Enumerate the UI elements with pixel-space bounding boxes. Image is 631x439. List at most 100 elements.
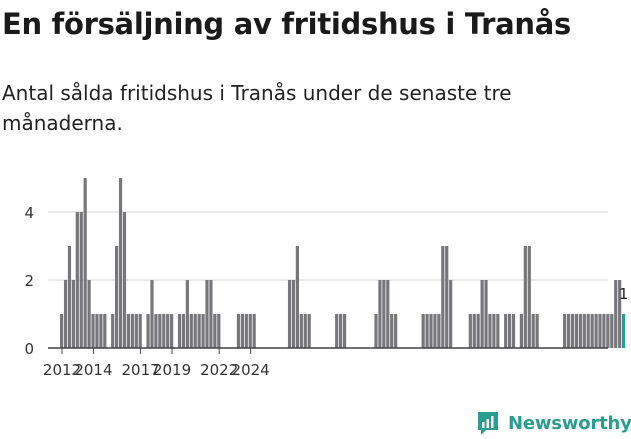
bar <box>146 314 150 348</box>
bar <box>480 280 484 348</box>
bar <box>578 314 582 348</box>
bar <box>189 314 193 348</box>
bar <box>126 314 131 348</box>
bar <box>87 280 91 348</box>
bar <box>236 314 241 348</box>
bar <box>468 314 472 348</box>
bar <box>185 280 189 348</box>
bar <box>63 280 68 348</box>
bar <box>394 314 398 348</box>
brand-logo: Newsworthy <box>476 407 631 439</box>
x-tick-label: 2014 <box>74 361 112 379</box>
chart-subtitle: Antal sålda fritidshus i Tranås under de… <box>2 81 512 135</box>
bar <box>339 314 343 348</box>
bar <box>586 314 590 348</box>
bar <box>614 280 618 348</box>
bar <box>496 314 500 348</box>
bar <box>162 314 166 348</box>
y-tick-label: 0 <box>24 340 34 358</box>
y-tick-label: 2 <box>24 272 34 290</box>
bar <box>433 314 437 348</box>
bar <box>209 280 213 348</box>
bar <box>307 314 311 348</box>
bar <box>610 314 614 348</box>
bar <box>213 314 217 348</box>
bar <box>574 314 579 348</box>
highlight-value-label: 1 <box>619 285 629 303</box>
bar <box>342 314 347 348</box>
bar <box>476 314 480 348</box>
bar <box>95 314 99 348</box>
bar <box>441 246 445 348</box>
bar <box>484 280 488 348</box>
bar <box>472 314 476 348</box>
bar <box>197 314 201 348</box>
bar <box>134 314 138 348</box>
bar <box>99 314 103 348</box>
bar <box>295 246 299 348</box>
bar <box>158 314 162 348</box>
bar <box>618 280 622 348</box>
bar <box>79 212 83 348</box>
bar <box>252 314 256 348</box>
bar <box>445 246 449 348</box>
bar <box>437 314 441 348</box>
bar <box>425 314 429 348</box>
bar <box>240 314 244 348</box>
bar <box>138 314 142 348</box>
bar <box>205 280 209 348</box>
bar <box>390 314 394 348</box>
bar <box>527 246 531 348</box>
bar <box>492 314 496 348</box>
bar <box>291 280 296 348</box>
bar <box>566 314 571 348</box>
newsworthy-logo-icon <box>478 412 498 435</box>
bar <box>382 280 386 348</box>
bar <box>386 280 390 348</box>
bar <box>67 246 72 348</box>
bar <box>115 246 119 348</box>
bar <box>299 314 303 348</box>
bar <box>511 314 516 348</box>
bar <box>122 212 127 348</box>
x-tick-label: 2024 <box>232 361 270 379</box>
bar <box>519 314 524 348</box>
bar <box>244 314 248 348</box>
bar <box>111 314 115 348</box>
bar <box>594 314 598 348</box>
bar <box>83 178 87 348</box>
bar <box>582 314 586 348</box>
bar <box>193 314 197 348</box>
y-tick-label: 4 <box>24 204 34 222</box>
x-tick-label: 2017 <box>122 361 160 379</box>
bar <box>378 280 382 348</box>
brand-name: Newsworthy <box>508 412 631 434</box>
bar <box>75 212 79 348</box>
bar <box>590 314 594 348</box>
bar <box>535 314 539 348</box>
bar <box>606 314 610 348</box>
x-tick-label: 2022 <box>200 361 238 379</box>
bar <box>170 314 174 348</box>
bar <box>563 314 567 348</box>
bar <box>177 314 182 348</box>
bar <box>91 314 95 348</box>
bar <box>118 178 123 348</box>
x-tick-label: 2019 <box>153 361 191 379</box>
bar <box>71 280 75 348</box>
bar <box>508 314 512 348</box>
bar <box>504 314 508 348</box>
bar <box>166 314 170 348</box>
bar <box>103 314 107 348</box>
bar <box>130 314 134 348</box>
bar <box>217 314 221 348</box>
bar <box>523 246 527 348</box>
bar <box>181 314 186 348</box>
bar <box>303 314 307 348</box>
bar <box>570 314 575 348</box>
bar <box>248 314 252 348</box>
highlight-bar <box>621 314 626 348</box>
bar <box>154 314 158 348</box>
bar <box>374 314 378 348</box>
